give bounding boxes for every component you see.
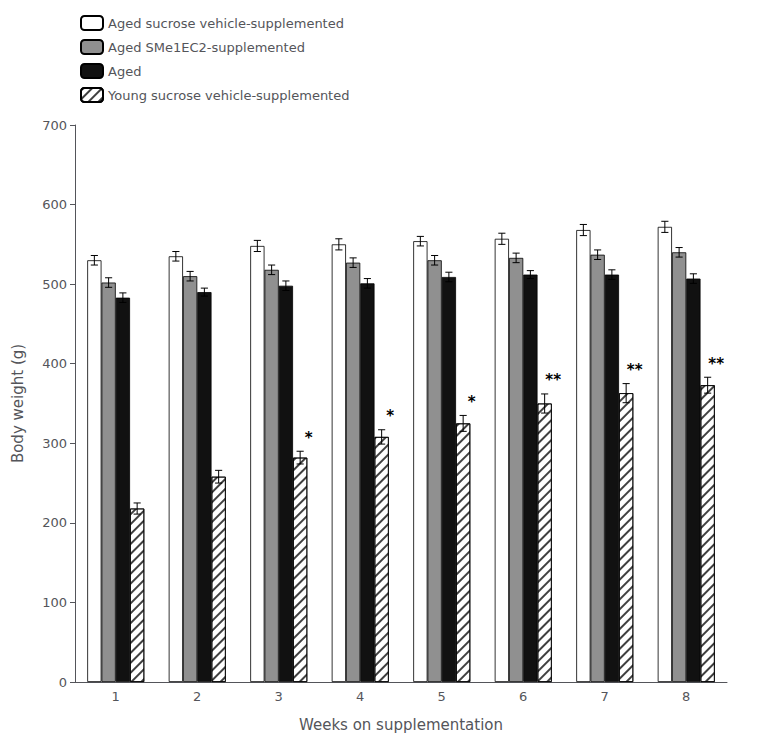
svg-text:Aged SMe1EC2-supplemented: Aged SMe1EC2-supplemented — [108, 40, 305, 55]
svg-text:Body weight (g): Body weight (g) — [9, 344, 27, 463]
svg-text:3: 3 — [275, 689, 283, 704]
svg-text:*: * — [386, 407, 394, 425]
svg-text:*: * — [468, 393, 476, 411]
svg-text:1: 1 — [112, 689, 120, 704]
svg-text:5: 5 — [438, 689, 446, 704]
svg-text:7: 7 — [601, 689, 609, 704]
svg-text:100: 100 — [42, 595, 67, 610]
svg-text:500: 500 — [42, 277, 67, 292]
svg-text:4: 4 — [356, 689, 364, 704]
svg-text:8: 8 — [682, 689, 690, 704]
svg-text:0: 0 — [59, 675, 67, 690]
svg-text:**: ** — [627, 361, 643, 379]
svg-text:600: 600 — [42, 197, 67, 212]
svg-text:**: ** — [545, 371, 561, 389]
svg-text:**: ** — [708, 355, 724, 373]
svg-text:6: 6 — [519, 689, 527, 704]
svg-text:200: 200 — [42, 515, 67, 530]
svg-text:Aged: Aged — [108, 64, 141, 79]
svg-text:Aged sucrose vehicle-supplemen: Aged sucrose vehicle-supplemented — [108, 16, 344, 31]
svg-text:*: * — [305, 429, 313, 447]
svg-text:300: 300 — [42, 436, 67, 451]
svg-text:Weeks on supplementation: Weeks on supplementation — [299, 716, 503, 734]
svg-text:400: 400 — [42, 356, 67, 371]
svg-text:700: 700 — [42, 118, 67, 133]
svg-text:Young sucrose vehicle-suppleme: Young sucrose vehicle-supplemented — [107, 88, 349, 103]
svg-text:2: 2 — [193, 689, 201, 704]
